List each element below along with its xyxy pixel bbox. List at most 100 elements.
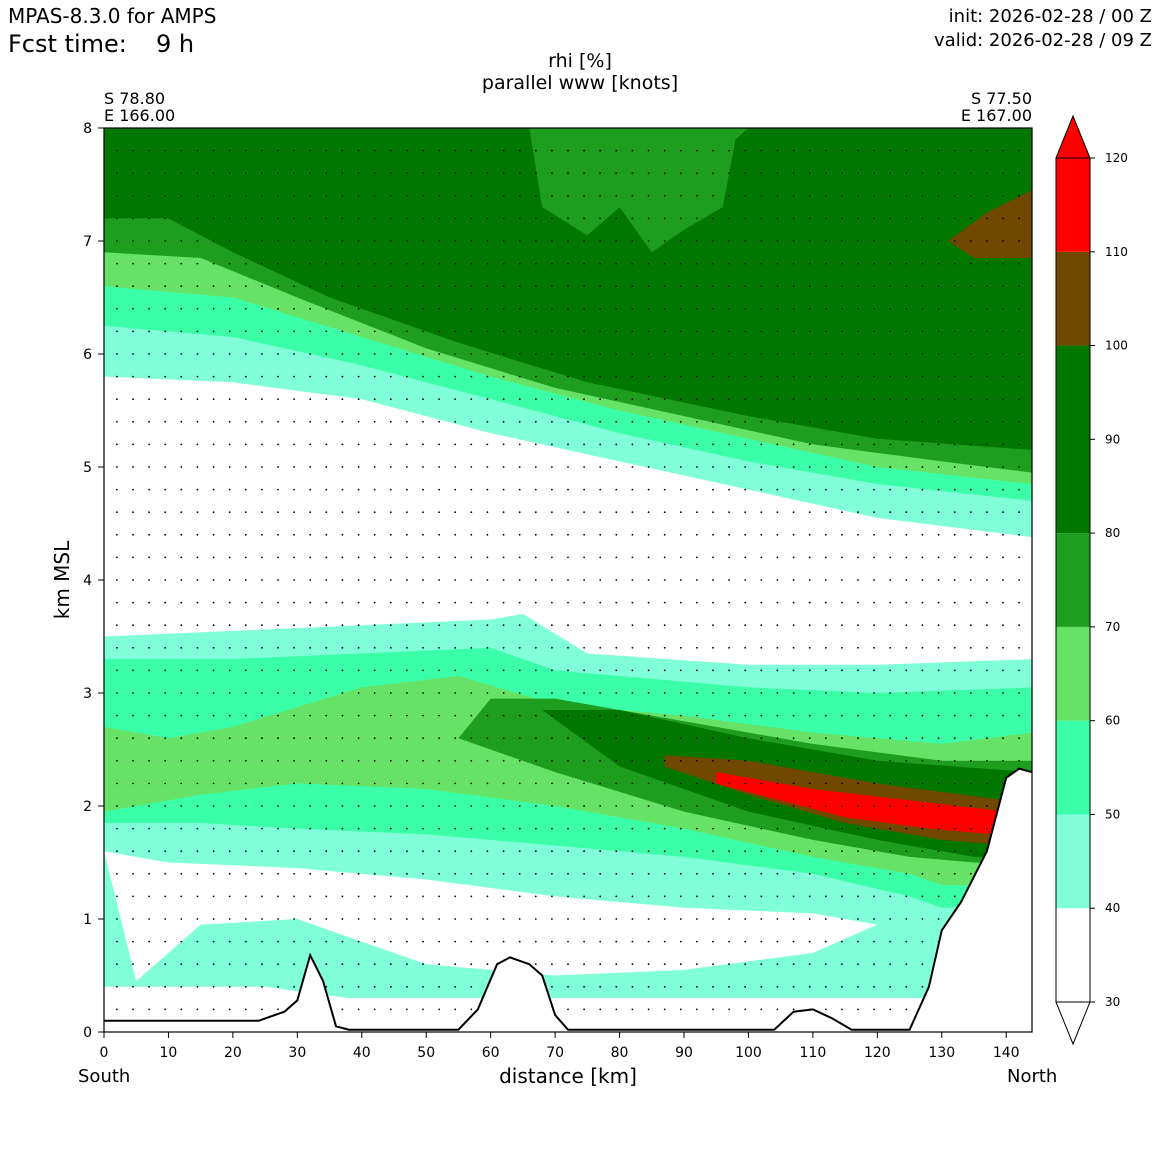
wind-vector — [261, 194, 263, 197]
wind-vector — [808, 737, 811, 740]
wind-vector — [696, 1008, 698, 1011]
wind-vector — [583, 601, 585, 604]
wind-vector — [647, 285, 650, 288]
wind-vector — [406, 149, 408, 152]
wind-vector — [937, 398, 940, 401]
wind-vector — [228, 556, 231, 559]
wind-vector — [728, 420, 730, 423]
wind-vector — [164, 375, 167, 378]
terrain-fill — [104, 768, 1032, 1032]
wind-vector — [486, 240, 489, 242]
wind-vector — [196, 646, 199, 649]
wind-vector — [534, 850, 537, 853]
wind-vector — [599, 285, 602, 288]
wind-vector — [486, 737, 489, 740]
wind-vector — [808, 872, 811, 875]
wind-vector — [325, 149, 328, 152]
wind-vector — [615, 737, 618, 740]
wind-vector — [647, 940, 650, 943]
wind-vector — [502, 782, 505, 785]
wind-vector — [325, 624, 328, 627]
colorbar-tick-label: 70 — [1105, 620, 1120, 634]
wind-vector — [277, 375, 279, 378]
wind-vector — [454, 375, 457, 378]
wind-vector — [454, 443, 457, 446]
wind-vector — [470, 330, 473, 333]
wind-vector — [631, 533, 634, 536]
wind-vector — [728, 375, 730, 378]
wind-vector — [824, 692, 827, 694]
wind-vector — [615, 985, 618, 988]
wind-vector — [599, 533, 602, 536]
wind-vector — [647, 759, 650, 762]
wind-vector — [841, 1008, 843, 1011]
wind-vector — [744, 307, 747, 310]
wind-vector — [728, 895, 730, 898]
wind-vector — [502, 375, 505, 378]
wind-vector — [953, 850, 956, 853]
wind-vector — [857, 918, 859, 920]
wind-vector — [148, 782, 151, 785]
wind-vector — [889, 940, 892, 943]
wind-vector — [615, 692, 618, 694]
wind-vector — [406, 918, 408, 920]
wind-vector — [663, 737, 666, 740]
wind-vector — [905, 194, 908, 197]
wind-vector — [776, 240, 779, 242]
wind-vector — [518, 579, 521, 581]
wind-vector — [438, 646, 440, 649]
wind-vector — [696, 533, 698, 536]
wind-vector — [857, 895, 859, 898]
wind-vector — [212, 307, 215, 310]
wind-vector — [164, 262, 167, 265]
wind-vector — [534, 963, 537, 966]
wind-vector — [373, 646, 376, 649]
wind-vector — [679, 624, 682, 627]
wind-vector — [905, 579, 908, 581]
wind-vector — [857, 963, 859, 966]
wind-vector — [164, 759, 167, 762]
wind-vector — [599, 918, 602, 920]
wind-vector — [438, 443, 440, 446]
wind-vector — [422, 918, 424, 920]
wind-vector — [341, 556, 344, 559]
wind-vector — [776, 782, 779, 785]
wind-vector — [309, 895, 312, 898]
wind-vector — [148, 759, 151, 762]
wind-vector — [180, 307, 183, 310]
wind-vector — [406, 307, 408, 310]
wind-vector — [647, 353, 650, 355]
wind-vector — [454, 714, 457, 717]
wind-vector — [567, 149, 569, 152]
wind-vector — [712, 782, 714, 785]
wind-vector — [760, 624, 763, 627]
wind-vector — [808, 601, 811, 604]
wind-vector — [502, 285, 505, 288]
wind-vector — [1002, 782, 1004, 785]
wind-vector — [792, 601, 795, 604]
init-time: init: 2026-02-28 / 00 Z — [948, 6, 1152, 27]
wind-vector — [873, 330, 875, 333]
wind-vector — [244, 895, 247, 898]
wind-vector — [293, 398, 295, 401]
wind-vector — [502, 194, 505, 197]
wind-vector — [728, 669, 730, 672]
wind-vector — [116, 872, 118, 875]
wind-vector — [277, 895, 279, 898]
wind-vector — [808, 669, 811, 672]
wind-vector — [728, 194, 730, 197]
wind-vector — [841, 556, 843, 559]
wind-vector — [277, 624, 279, 627]
wind-vector — [148, 375, 151, 378]
wind-vector — [986, 420, 988, 423]
wind-vector — [518, 533, 521, 536]
wind-vector — [905, 895, 908, 898]
wind-vector — [148, 646, 151, 649]
wind-vector — [196, 850, 199, 853]
wind-vector — [760, 669, 763, 672]
wind-vector — [663, 443, 666, 446]
wind-vector — [438, 330, 440, 333]
wind-vector — [422, 533, 424, 536]
wind-vector — [438, 872, 440, 875]
wind-vector — [824, 827, 827, 830]
